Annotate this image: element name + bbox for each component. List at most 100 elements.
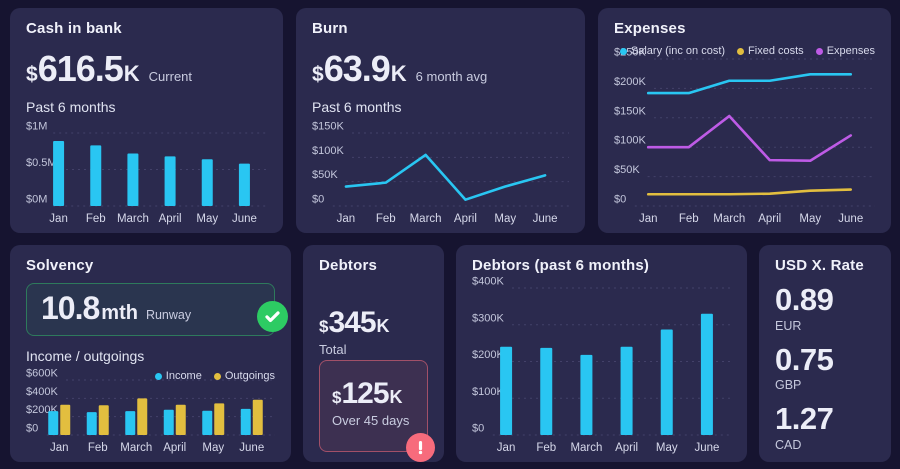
legend-dot [213, 372, 221, 380]
svg-text:$400K: $400K [472, 276, 504, 288]
cash-bar-chart: $0M $0.5M $1M Jan Feb March April May June [26, 117, 267, 225]
card-usd-rate: USD X. Rate 0.89 EUR 0.75 GBP 1.27 CAD [759, 245, 891, 462]
bar [98, 405, 109, 435]
cash-current: $616.5 K Current [26, 51, 267, 87]
legend-label: Income [165, 370, 202, 382]
chart-legend: Salary (inc on cost) Fixed costs Expenses [619, 45, 875, 57]
svg-text:Jan: Jan [49, 213, 68, 225]
svg-text:$1M: $1M [26, 121, 47, 133]
svg-text:Jan: Jan [50, 442, 69, 454]
bar [164, 156, 176, 206]
currency-symbol: $ [26, 63, 38, 86]
svg-text:$0: $0 [614, 194, 626, 206]
runway-unit: mth [101, 302, 138, 324]
legend-dot [737, 47, 745, 55]
legend-item: Income [154, 370, 202, 382]
card-burn: Burn $63.9 K 6 month avg Past 6 months $0… [296, 8, 585, 233]
debtors-overdue-value: 125 [341, 377, 389, 410]
income-outgoings-chart: $0 $200K $400K $600K Jan Feb March April May June… [26, 366, 275, 454]
svg-text:$0: $0 [26, 423, 38, 435]
svg-text:Feb: Feb [88, 442, 108, 454]
card-solvency: Solvency 10.8 mth Runway Income / outgoi… [10, 245, 291, 462]
bar [201, 159, 213, 206]
svg-text:April: April [159, 213, 182, 225]
debtors-total-value: 345 [328, 306, 376, 339]
runway-box: 10.8 mth Runway [26, 283, 288, 336]
svg-text:April: April [454, 213, 477, 225]
legend-item: Salary (inc on cost) [619, 45, 726, 57]
series-line [646, 72, 853, 95]
bar [238, 163, 250, 206]
rate-value: 0.75 [775, 341, 834, 377]
runway-value: 10.8 [41, 290, 100, 326]
series-line [646, 188, 853, 196]
svg-text:$100K: $100K [614, 135, 646, 147]
bar [163, 409, 174, 435]
burn-title: Burn [312, 20, 348, 37]
svg-text:$0.5M: $0.5M [26, 157, 57, 169]
svg-text:$100K: $100K [312, 145, 344, 157]
svg-text:Feb: Feb [376, 213, 396, 225]
svg-text:$0: $0 [312, 194, 324, 206]
svg-text:$150K: $150K [312, 121, 344, 133]
rate-eur: 0.89 EUR [775, 283, 875, 333]
card-cash-in-bank: Cash in bank $616.5 K Current Past 6 mont… [10, 8, 283, 233]
rates-list: 0.89 EUR 0.75 GBP 1.27 CAD [775, 283, 875, 452]
svg-text:Jan: Jan [639, 213, 658, 225]
svg-text:Jan: Jan [497, 442, 516, 454]
svg-text:May: May [656, 442, 678, 454]
usd-rate-title: USD X. Rate [775, 257, 864, 274]
svg-text:May: May [202, 442, 224, 454]
bar [580, 354, 593, 435]
legend-label: Outgoings [224, 370, 275, 382]
cash-subtitle: Past 6 months [26, 99, 116, 115]
svg-text:$50K: $50K [614, 164, 640, 176]
svg-text:May: May [799, 213, 821, 225]
card-debtors-history: Debtors (past 6 months) $0 $100K $200K $300… [456, 245, 747, 462]
rate-label: CAD [775, 437, 802, 452]
cash-unit: K [123, 61, 140, 86]
expenses-line-chart: $0 $50K $100K $150K $200K $250K Jan Feb March Apr… [614, 41, 875, 225]
svg-text:$0: $0 [472, 423, 484, 435]
check-icon [265, 311, 280, 323]
rate-gbp: 0.75 GBP [775, 341, 875, 392]
burn-value-label: 6 month avg [415, 69, 488, 84]
bar [214, 403, 225, 435]
burn-subtitle: Past 6 months [312, 99, 402, 115]
bar [240, 408, 251, 435]
svg-text:April: April [758, 213, 781, 225]
svg-text:June: June [239, 442, 264, 454]
legend-label: Fixed costs [748, 45, 804, 57]
legend-dot [815, 47, 823, 55]
alert-badge [406, 433, 435, 462]
svg-text:$100K: $100K [472, 386, 504, 398]
legend-dot [154, 372, 162, 380]
rate-label: EUR [775, 318, 802, 333]
cash-value-label: Current [148, 69, 193, 84]
solvency-title: Solvency [26, 257, 94, 274]
svg-text:April: April [615, 442, 638, 454]
bar [252, 399, 263, 435]
debtors-overdue-label: Over 45 days [332, 413, 410, 428]
bar [137, 398, 148, 435]
exclamation-icon [418, 440, 423, 455]
debtors-total-unit: K [376, 316, 390, 336]
legend-dot [619, 47, 627, 55]
svg-text:$200K: $200K [614, 76, 646, 88]
svg-text:June: June [533, 213, 558, 225]
currency-symbol: $ [312, 63, 324, 86]
bar [175, 404, 186, 435]
svg-text:$400K: $400K [26, 386, 58, 398]
card-debtors: Debtors $345 K Total $125 K Over 45 days [303, 245, 444, 462]
bottom-row: Solvency 10.8 mth Runway Income / outgoi… [10, 245, 891, 462]
legend-label: Salary (inc on cost) [630, 45, 726, 57]
svg-text:$50K: $50K [312, 169, 338, 181]
cash-title: Cash in bank [26, 20, 122, 37]
bar [86, 412, 97, 435]
debtors-overdue-unit: K [389, 387, 403, 407]
bar [127, 153, 139, 206]
svg-text:March: March [120, 442, 152, 454]
svg-text:Jan: Jan [337, 213, 356, 225]
burn-value: 63.9 [323, 48, 391, 89]
bar [48, 411, 59, 435]
